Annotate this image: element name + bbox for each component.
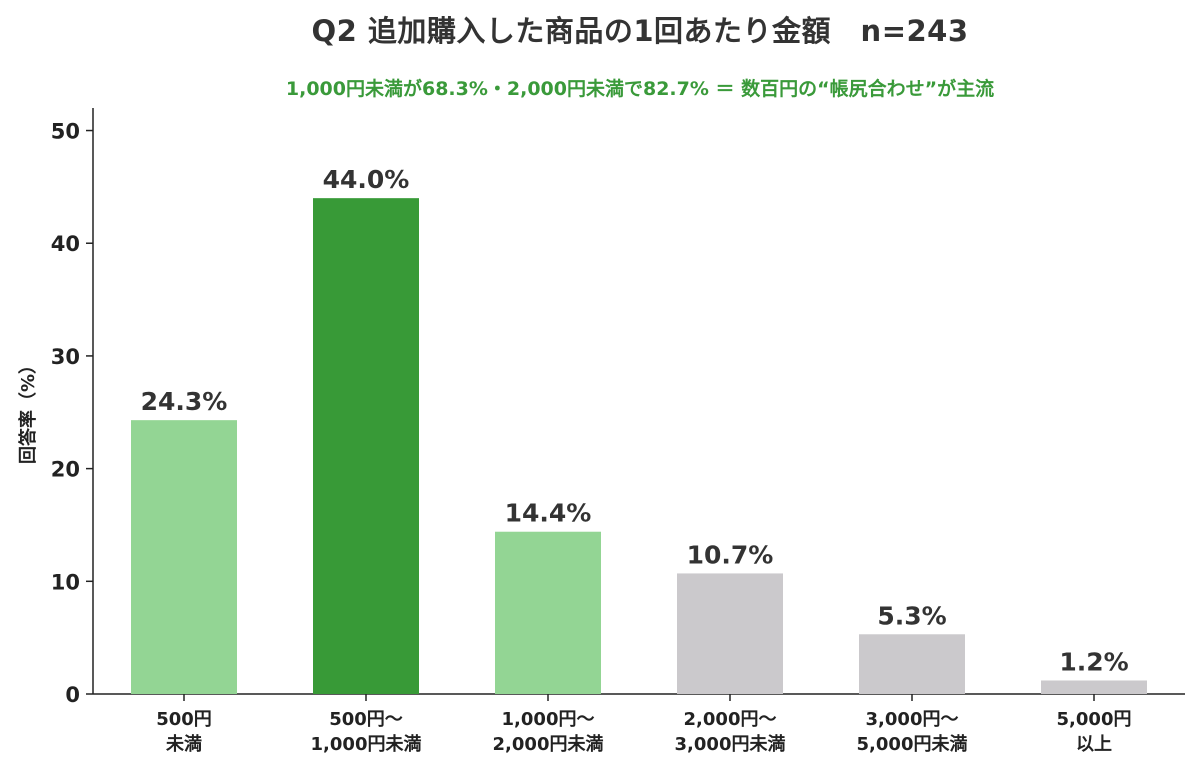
bar	[677, 573, 783, 694]
bar-value-label: 5.3%	[877, 601, 946, 630]
x-tick-label: 500円	[156, 709, 212, 730]
x-tick-label: 5,000円	[1057, 709, 1132, 730]
bar	[313, 198, 419, 694]
x-tick-label: 3,000円未満	[675, 733, 786, 755]
y-tick-label: 50	[51, 120, 80, 144]
bar	[495, 531, 601, 694]
bar-value-label: 10.7%	[687, 540, 774, 569]
y-tick-label: 20	[51, 458, 80, 482]
bar-value-label: 1.2%	[1059, 647, 1128, 676]
chart-title: Q2 追加購入した商品の1回あたり金額 n=243	[311, 14, 969, 48]
x-tick-label: 1,000円未満	[311, 733, 422, 755]
chart-subtitle: 1,000円未満が68.3%・2,000円未満で82.7% ＝ 数百円の“帳尻合…	[285, 78, 995, 100]
y-tick-label: 30	[51, 345, 80, 369]
bar-value-label: 24.3%	[141, 387, 228, 416]
bar-value-label: 44.0%	[323, 165, 410, 194]
bar	[859, 634, 965, 694]
bar	[131, 420, 237, 694]
x-tick-label: 2,000円〜	[684, 709, 777, 730]
x-tick-label: 500円〜	[329, 709, 403, 730]
x-tick-label: 5,000円未満	[857, 733, 968, 755]
x-tick-label: 未満	[166, 733, 202, 755]
x-tick-label: 1,000円〜	[502, 709, 595, 730]
bar-value-label: 14.4%	[505, 499, 592, 528]
y-axis-label: 回答率（%）	[17, 356, 39, 464]
y-tick-label: 0	[65, 683, 80, 707]
x-tick-label: 以上	[1076, 734, 1112, 755]
x-tick-label: 2,000円未満	[493, 733, 604, 755]
x-tick-label: 3,000円〜	[866, 709, 959, 730]
y-tick-label: 10	[51, 570, 80, 594]
bar	[1041, 680, 1147, 694]
y-tick-label: 40	[51, 232, 80, 256]
